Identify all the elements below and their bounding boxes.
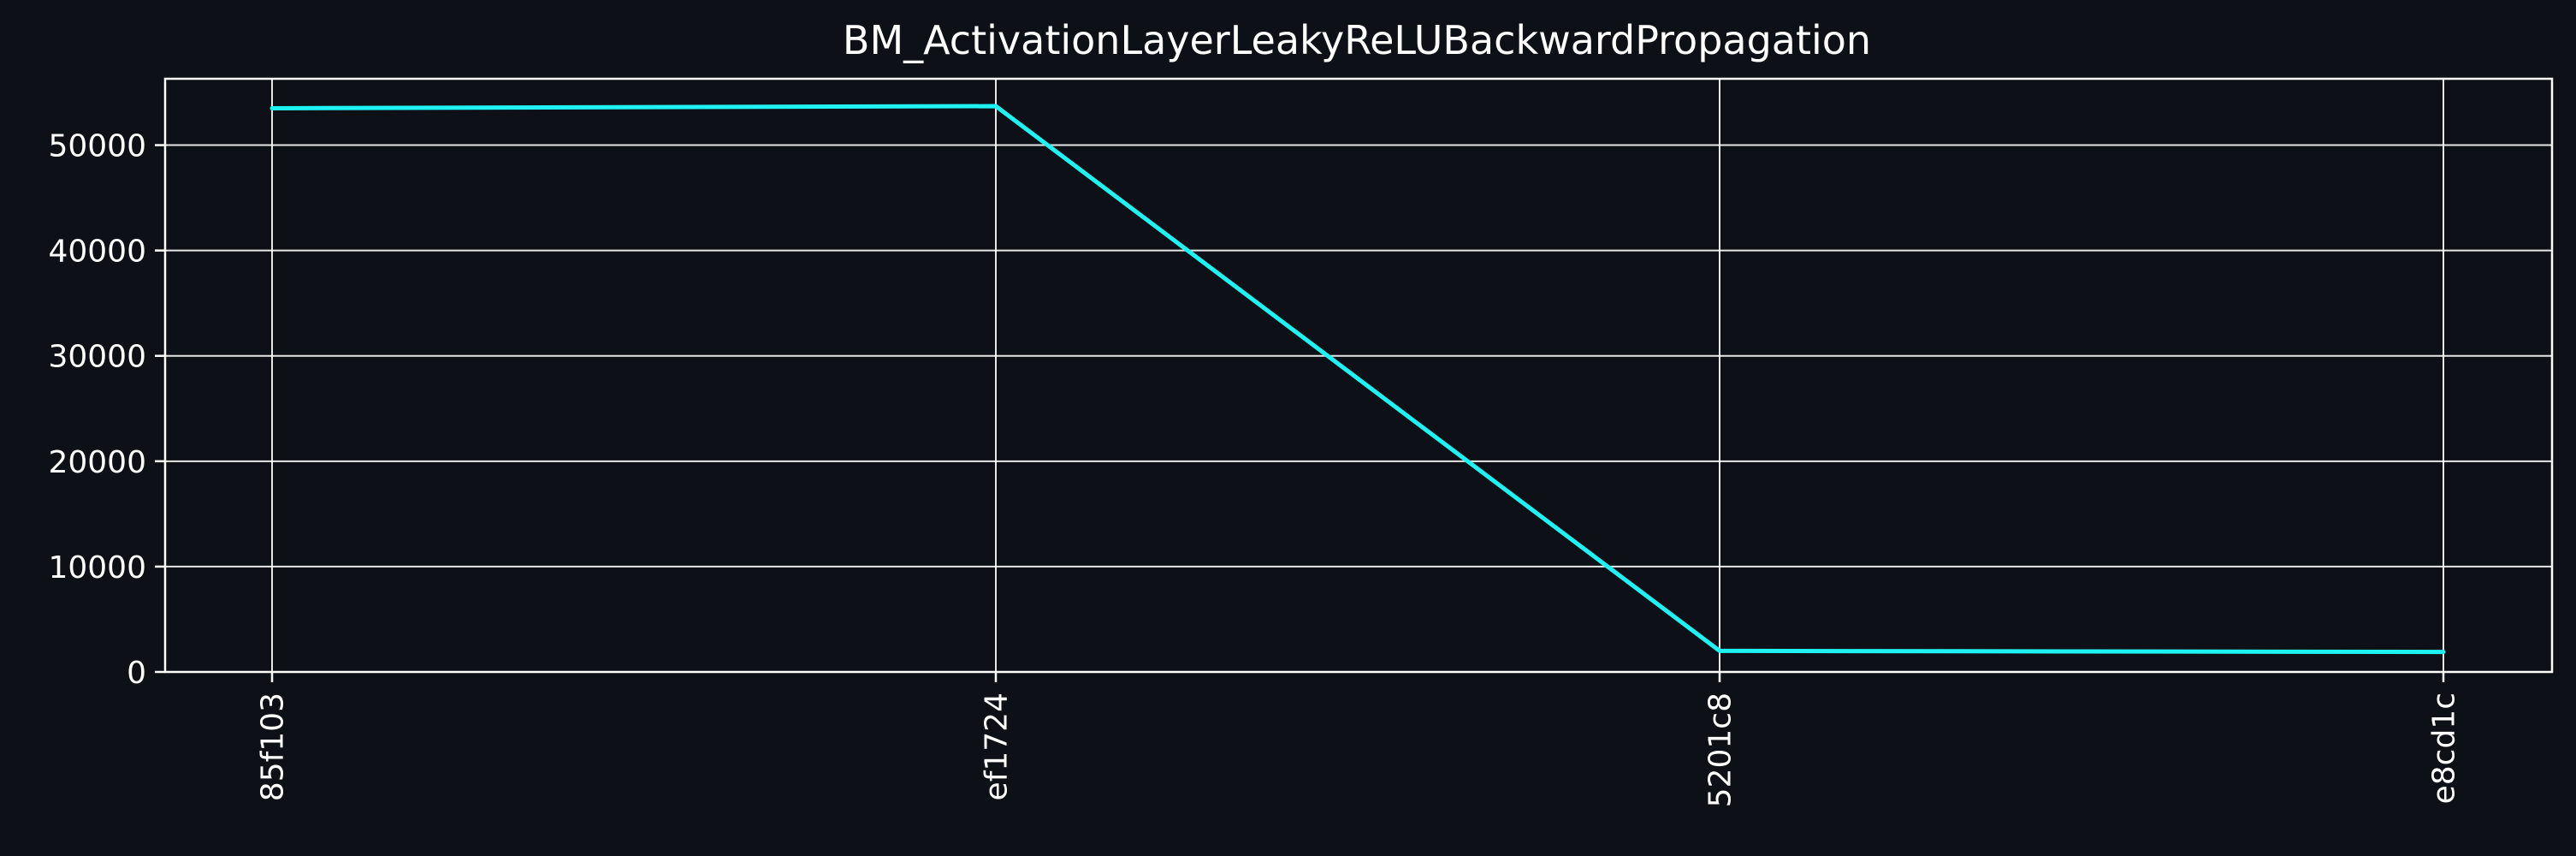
- plot-frame: [163, 77, 2554, 674]
- x-tick-label: 5201c8: [1703, 693, 1738, 807]
- series-layer: [269, 104, 2446, 655]
- y-tick-label: 10000: [48, 550, 146, 586]
- y-tick-label: 40000: [48, 235, 146, 270]
- chart-title: BM_ActivationLayerLeakyReLUBackwardPropa…: [843, 17, 1871, 63]
- x-tick-label: ef1724: [980, 693, 1015, 800]
- y-tick-label: 30000: [48, 340, 146, 375]
- y-tick-label: 0: [127, 656, 146, 691]
- y-tick-label: 20000: [48, 445, 146, 480]
- x-tick-label: 85f103: [256, 693, 291, 801]
- y-axis: 0 10000 20000 30000 40000 50000: [48, 129, 165, 691]
- x-tick-label: e8cd1c: [2427, 693, 2462, 804]
- series-line: [269, 104, 2446, 655]
- x-axis: 85f103 ef1724 5201c8 e8cd1c: [256, 672, 2462, 807]
- y-tick-label: 50000: [48, 129, 146, 164]
